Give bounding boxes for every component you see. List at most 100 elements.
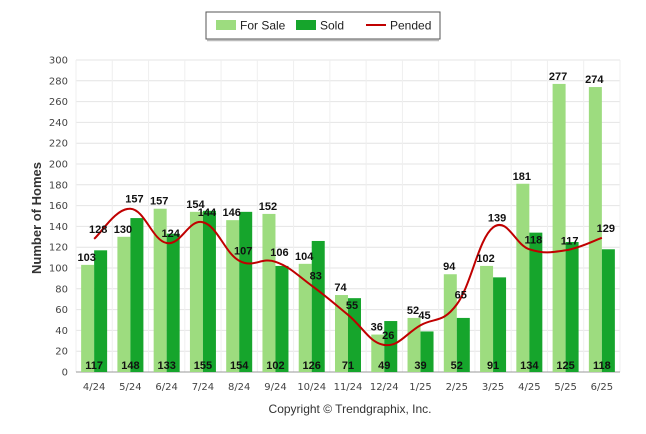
pended-value-label: 157 [125, 194, 143, 206]
x-tick-label: 6/25 [591, 382, 613, 393]
sold-value-label: 154 [230, 360, 249, 372]
y-tick-label: 120 [49, 243, 68, 254]
x-tick-label: 7/24 [192, 382, 214, 393]
sold-value-label: 118 [593, 360, 611, 372]
x-tick-label: 5/24 [119, 382, 141, 393]
x-tick-label: 8/24 [228, 382, 250, 393]
pended-value-label: 26 [382, 330, 394, 342]
pended-value-label: 129 [597, 223, 615, 235]
y-tick-label: 20 [55, 347, 68, 358]
sold-value-label: 155 [194, 360, 212, 372]
sold-bar [456, 317, 470, 372]
pended-value-label: 107 [234, 246, 252, 258]
for-sale-value-label: 102 [476, 253, 494, 265]
for-sale-value-label: 274 [585, 74, 604, 86]
for-sale-value-label: 52 [407, 305, 419, 317]
y-tick-label: 80 [55, 284, 68, 295]
for-sale-value-label: 74 [334, 282, 347, 294]
sold-value-label: 91 [487, 360, 499, 372]
sold-bar [311, 240, 325, 372]
for-sale-bar [516, 183, 530, 372]
legend-swatch [296, 20, 316, 30]
pended-value-label: 124 [161, 228, 180, 240]
pended-value-label: 139 [488, 212, 506, 224]
for-sale-value-label: 130 [114, 224, 132, 236]
pended-value-label: 65 [455, 289, 467, 301]
sold-value-label: 125 [556, 360, 574, 372]
y-tick-label: 40 [55, 326, 68, 337]
sold-value-label: 126 [303, 360, 321, 372]
pended-value-label: 55 [346, 300, 358, 312]
sold-value-label: 102 [266, 360, 284, 372]
pended-value-label: 144 [198, 207, 217, 219]
for-sale-bar [443, 274, 457, 372]
sold-value-label: 49 [378, 360, 390, 372]
for-sale-bar [335, 295, 348, 372]
sold-bar [94, 250, 108, 372]
sold-value-label: 52 [451, 360, 463, 372]
legend-box [205, 11, 441, 40]
for-sale-value-label: 154 [186, 199, 205, 211]
pended-value-label: 83 [310, 271, 322, 283]
for-sale-value-label: 181 [513, 171, 531, 183]
for-sale-bar [298, 263, 312, 372]
for-sale-value-label: 146 [223, 207, 241, 219]
y-tick-label: 60 [55, 305, 68, 316]
for-sale-bar [480, 265, 494, 372]
sold-bar [384, 321, 398, 372]
y-tick-label: 160 [49, 201, 68, 212]
for-sale-value-label: 157 [150, 196, 168, 208]
y-tick-label: 0 [62, 368, 68, 379]
y-tick-label: 140 [49, 222, 68, 233]
y-tick-label: 220 [49, 139, 68, 150]
y-axis-ticks: 0 20 40 60 80 100 120 140 160 180 200 220 240 260 280 3… [49, 56, 68, 379]
for-sale-bar [189, 211, 203, 372]
x-tick-label: 6/24 [155, 382, 177, 393]
for-sale-bar [588, 87, 602, 372]
for-sale-bar [81, 264, 95, 372]
sold-value-label: 117 [85, 360, 103, 372]
y-axis-label: Number of Homes [29, 162, 44, 274]
x-tick-label: 12/24 [370, 382, 399, 393]
sold-value-label: 134 [520, 360, 539, 372]
data-labels: 103 130 157 154 146 152 104 74 36 52 94 102 181 277 27… [77, 71, 615, 372]
y-tick-label: 180 [49, 180, 68, 191]
y-tick-label: 200 [49, 160, 68, 171]
sold-bar [565, 242, 579, 372]
x-tick-label: 10/24 [297, 382, 326, 393]
pended-value-label: 106 [270, 247, 288, 259]
legend-swatch [216, 20, 236, 30]
y-tick-label: 300 [49, 56, 68, 67]
legend-label: For Sale [240, 19, 286, 33]
for-sale-bar [153, 208, 167, 372]
x-tick-label: 1/25 [409, 382, 431, 393]
sold-bar [529, 232, 543, 372]
x-tick-label: 9/24 [264, 382, 286, 393]
for-sale-value-label: 103 [77, 252, 95, 264]
sold-bar [601, 249, 615, 372]
sold-bar [420, 331, 434, 372]
sold-value-label: 133 [157, 360, 175, 372]
pended-line [93, 207, 603, 347]
for-sale-value-label: 94 [443, 261, 456, 273]
pended-value-label: 128 [89, 224, 107, 236]
legend-label: Pended [390, 19, 431, 33]
y-tick-label: 280 [49, 76, 68, 87]
x-tick-label: 4/25 [518, 382, 540, 393]
legend-label: Sold [320, 19, 344, 33]
for-sale-value-label: 277 [549, 71, 567, 83]
pended-value-label: 118 [524, 234, 542, 246]
pended-line-path [93, 207, 603, 347]
sold-bar [493, 277, 507, 372]
sold-value-label: 71 [342, 360, 354, 372]
for-sale-bar [226, 220, 240, 372]
sold-bar [166, 233, 180, 372]
sold-value-label: 148 [121, 360, 139, 372]
y-tick-label: 240 [49, 118, 68, 129]
sold-bar [275, 265, 289, 372]
for-sale-bar [262, 213, 276, 372]
x-tick-label: 2/25 [446, 382, 468, 393]
sold-bar [202, 210, 216, 372]
x-tick-label: 11/24 [334, 382, 363, 393]
pended-value-label: 45 [418, 310, 430, 322]
